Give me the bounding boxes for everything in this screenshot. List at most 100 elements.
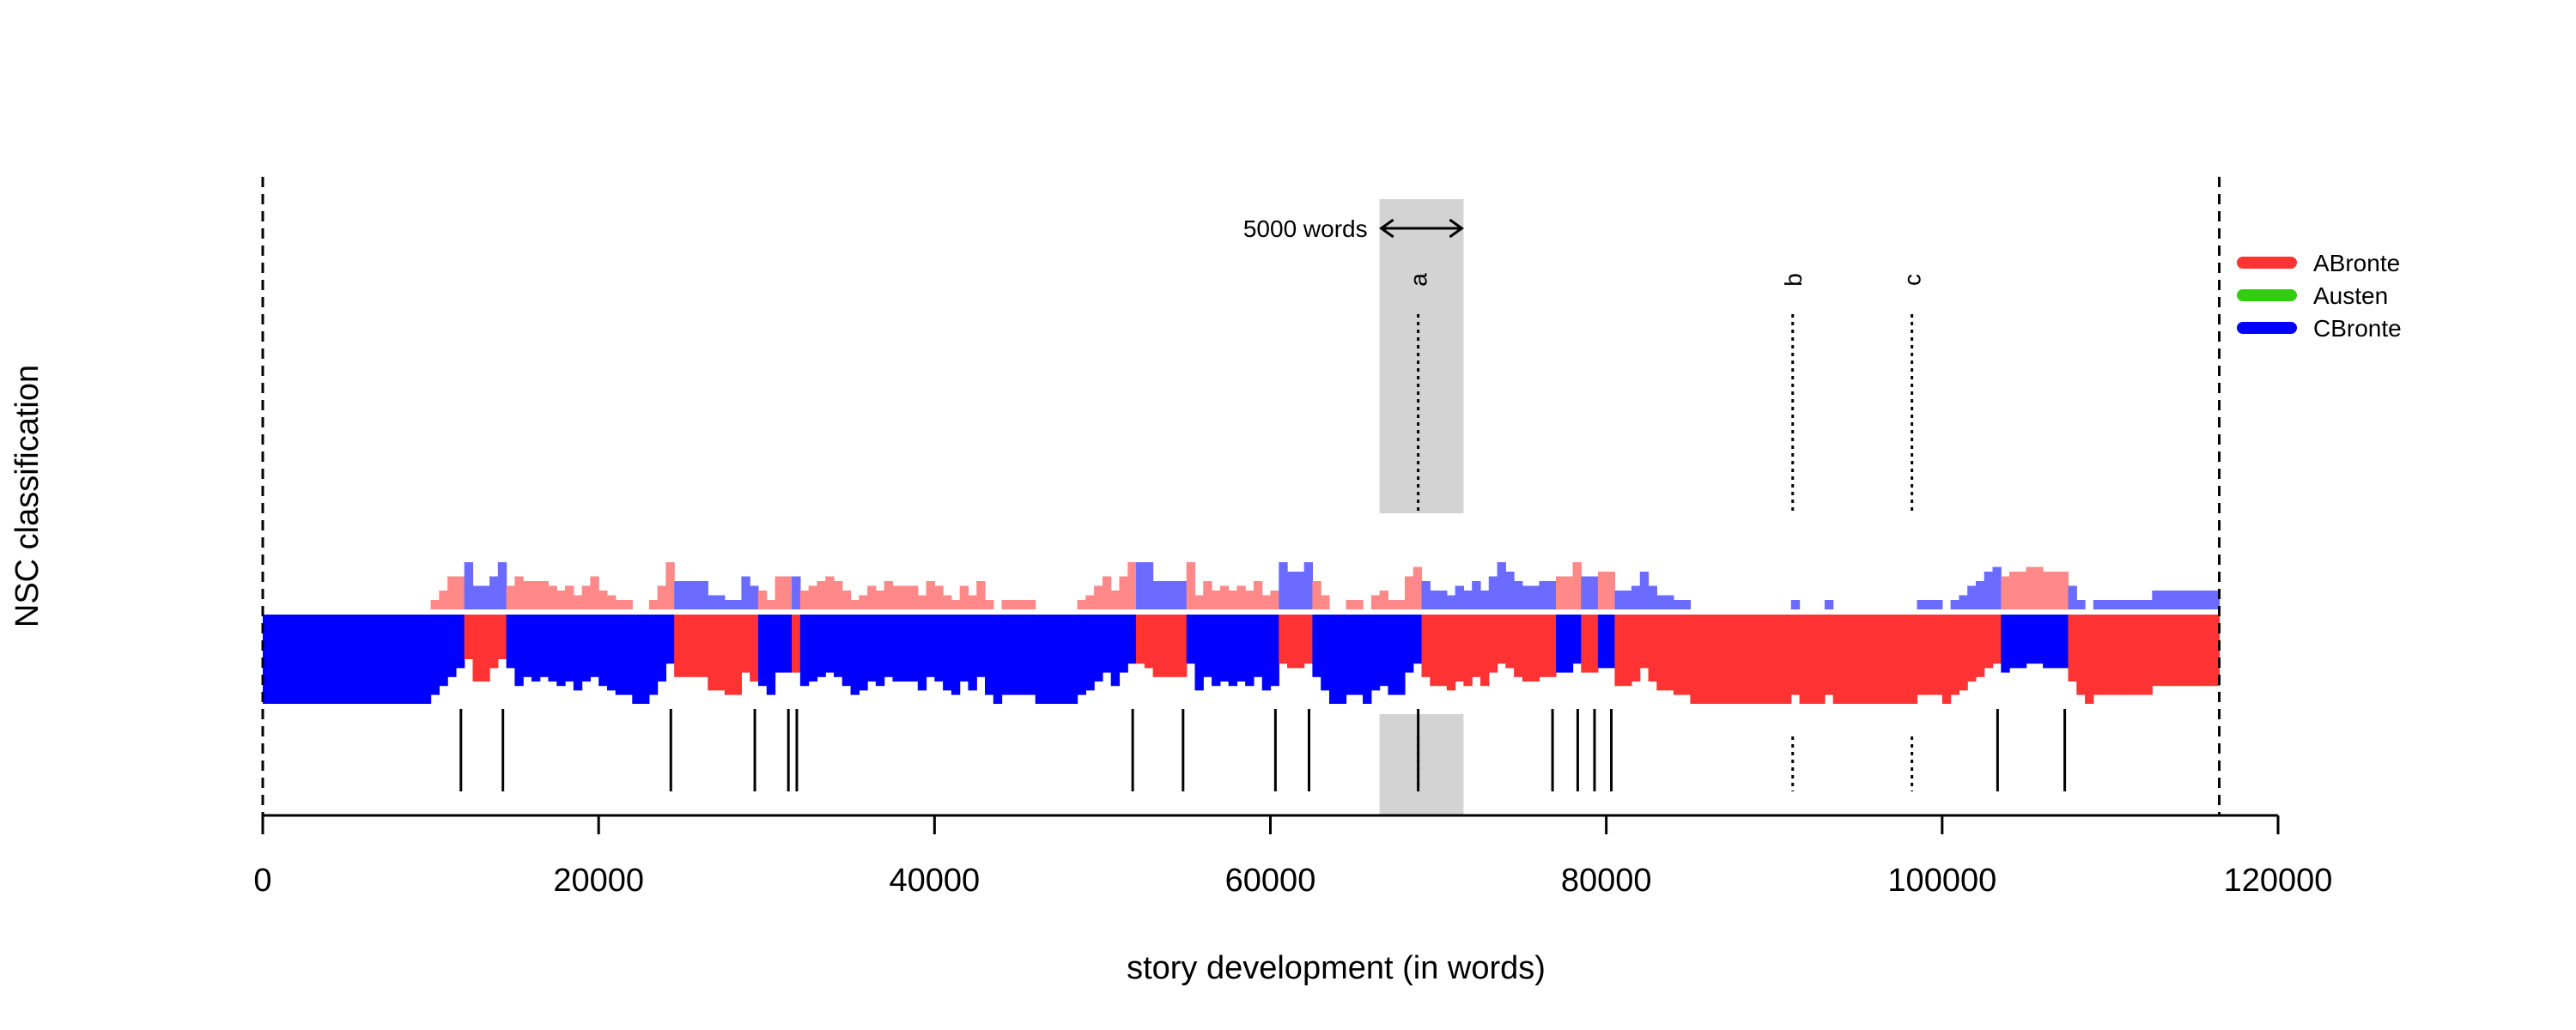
secondary-score-bar — [1522, 585, 1532, 609]
primary-classification-bar — [968, 615, 977, 691]
secondary-score-bar — [1170, 581, 1179, 609]
primary-classification-bar — [1421, 615, 1431, 677]
legend-label-cbronte: CBronte — [2313, 315, 2402, 342]
secondary-score-bar — [497, 562, 507, 609]
secondary-score-bar — [648, 600, 659, 609]
secondary-score-bar — [1396, 600, 1406, 609]
secondary-score-bar — [1127, 562, 1137, 609]
secondary-score-bar — [489, 576, 499, 609]
primary-classification-bar — [422, 615, 432, 704]
primary-classification-bar — [951, 615, 961, 695]
y-axis-label: NSC classification — [9, 365, 46, 627]
primary-classification-bar — [2085, 615, 2094, 704]
primary-classification-bar — [2034, 615, 2044, 664]
primary-classification-bar — [1799, 615, 1808, 704]
marker-label-a: a — [1406, 273, 1432, 287]
primary-classification-bar — [1623, 615, 1632, 687]
primary-classification-bar — [1287, 615, 1297, 669]
secondary-score-bar — [623, 600, 633, 609]
primary-classification-bar — [2043, 615, 2052, 669]
secondary-score-bar — [1354, 600, 1364, 609]
primary-classification-bar — [1463, 615, 1473, 687]
primary-classification-bar — [1321, 615, 1330, 691]
secondary-score-bar — [2050, 572, 2061, 609]
primary-classification-bar — [531, 615, 541, 682]
secondary-score-bar — [531, 581, 541, 609]
primary-classification-bar — [472, 615, 482, 682]
primary-classification-bar — [884, 615, 894, 677]
primary-classification-bar — [766, 615, 776, 695]
primary-classification-bar — [926, 615, 935, 677]
primary-classification-bar — [1228, 615, 1237, 687]
secondary-score-bar — [1648, 585, 1657, 609]
primary-classification-bar — [1119, 615, 1128, 673]
primary-classification-bar — [1379, 615, 1389, 687]
secondary-score-bar — [1950, 600, 1959, 609]
primary-classification-bar — [1748, 615, 1759, 704]
primary-classification-bar — [724, 615, 734, 695]
primary-classification-bar — [875, 615, 885, 687]
primary-classification-bar — [641, 615, 650, 704]
secondary-score-bar — [1446, 595, 1456, 609]
primary-classification-bar — [313, 615, 323, 704]
secondary-score-bar — [1597, 572, 1607, 609]
secondary-score-bar — [615, 600, 625, 609]
secondary-score-bar — [908, 585, 919, 609]
secondary-score-bar — [1488, 576, 1498, 609]
legend-label-abronte: ABronte — [2313, 250, 2400, 276]
secondary-score-bar — [1303, 562, 1313, 609]
primary-classification-bar — [1219, 615, 1230, 682]
primary-classification-bar — [690, 615, 701, 677]
primary-classification-bar — [1194, 615, 1204, 691]
secondary-score-bar — [708, 595, 717, 609]
primary-classification-bar — [993, 615, 1003, 704]
secondary-score-bar — [1925, 600, 1935, 609]
boundary-and-marker-lines: a b c — [261, 177, 2221, 815]
primary-classification-bar — [1732, 615, 1741, 704]
secondary-score-bar — [859, 595, 868, 609]
secondary-score-bar — [1824, 600, 1834, 609]
primary-classification-bar — [1438, 615, 1448, 687]
secondary-score-bar — [741, 576, 750, 609]
secondary-score-bar — [2093, 600, 2103, 609]
primary-classification-bar — [1572, 615, 1582, 664]
secondary-score-bar — [430, 600, 440, 609]
secondary-score-bar — [674, 581, 683, 609]
secondary-score-bar — [464, 562, 474, 609]
secondary-score-bar — [1110, 591, 1121, 609]
primary-classification-bar — [1757, 615, 1767, 704]
secondary-score-bar — [1623, 591, 1632, 609]
primary-classification-bar — [623, 615, 633, 695]
secondary-score-bar — [523, 581, 532, 609]
secondary-score-bar — [1186, 562, 1196, 609]
marker-label-b: b — [1780, 273, 1807, 287]
primary-classification-bar — [1908, 615, 1918, 704]
secondary-score-bar — [447, 576, 457, 609]
secondary-score-bar — [539, 581, 550, 609]
secondary-score-bar — [1321, 595, 1330, 609]
secondary-score-bar — [1152, 581, 1162, 609]
primary-classification-bar — [1170, 615, 1179, 677]
primary-classification-bar — [338, 615, 348, 704]
secondary-score-bar — [665, 562, 675, 609]
primary-classification-bar — [2177, 615, 2187, 687]
primary-classification-bar — [1295, 615, 1305, 669]
primary-classification-bar — [1899, 615, 1910, 704]
primary-classification-bar — [405, 615, 415, 704]
x-axis: 0 20000 40000 60000 80000 100000 120000 — [253, 814, 2332, 899]
secondary-score-bar — [757, 591, 768, 609]
secondary-score-bar — [1614, 591, 1624, 609]
primary-classification-bar — [1992, 615, 2002, 664]
primary-classification-bar — [1698, 615, 1708, 704]
primary-classification-bar — [1765, 615, 1775, 704]
secondary-score-bar — [943, 595, 952, 609]
secondary-score-bar — [1119, 576, 1128, 609]
primary-classification-bar — [1068, 615, 1078, 704]
primary-classification-bar — [1530, 615, 1540, 682]
primary-classification-bar — [1363, 615, 1372, 704]
secondary-score-bar — [1085, 595, 1095, 609]
primary-classification-bar — [1874, 615, 1884, 704]
primary-classification-bar — [1035, 615, 1045, 704]
secondary-score-bar — [1270, 591, 1279, 609]
primary-classification-bar — [1858, 615, 1868, 704]
